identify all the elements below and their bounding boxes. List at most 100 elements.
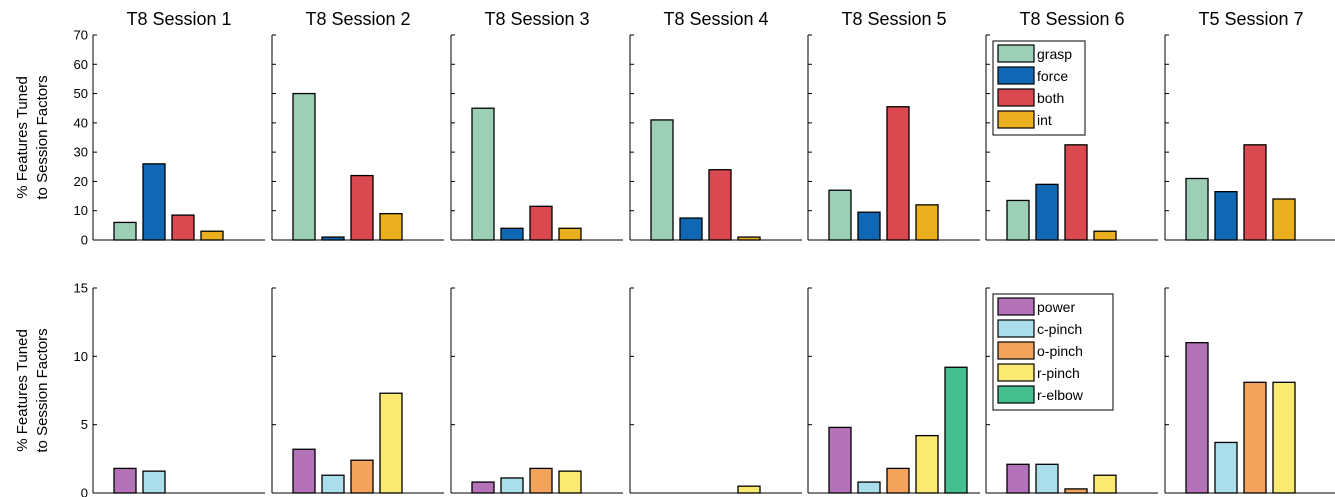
bar-grasp bbox=[113, 221, 137, 241]
legend-swatch-power bbox=[997, 297, 1035, 316]
bar-power bbox=[113, 467, 137, 494]
y-tick-label: 0 bbox=[81, 233, 88, 248]
bar-c-pinch bbox=[1214, 441, 1238, 494]
panel-row2-1: 0 5 10 15 bbox=[74, 281, 265, 497]
bar-grasp bbox=[1185, 177, 1209, 241]
y-axis-label-row1-line2: to Session Factors bbox=[34, 75, 51, 199]
bar-c-pinch bbox=[857, 481, 881, 494]
bar-both bbox=[171, 214, 195, 241]
bar-grasp bbox=[292, 92, 316, 241]
bar-o-pinch bbox=[1064, 488, 1088, 494]
bar-power bbox=[1006, 463, 1030, 494]
bar-int bbox=[379, 212, 403, 241]
bar-force bbox=[142, 163, 166, 241]
legend-swatch-r-pinch bbox=[997, 363, 1035, 382]
y-tick-label: 10 bbox=[74, 203, 88, 218]
panel-title-4: T8 Session 4 bbox=[663, 9, 768, 29]
y-tick-label: 40 bbox=[74, 115, 88, 130]
bar-o-pinch bbox=[886, 467, 910, 494]
bar-power bbox=[471, 481, 495, 494]
panel-row1-2 bbox=[271, 34, 444, 241]
bar-int bbox=[200, 230, 224, 241]
panel-title-6: T8 Session 6 bbox=[1019, 9, 1124, 29]
bar-both bbox=[529, 205, 553, 241]
bar-force bbox=[321, 236, 345, 241]
bar-int bbox=[1272, 198, 1296, 241]
legend-label-r-pinch: r-pinch bbox=[1037, 365, 1080, 381]
panel-row1-4 bbox=[629, 34, 802, 241]
legend-row2: power c-pinch o-pinch r-pinch r-elbow bbox=[992, 293, 1114, 411]
bar-c-pinch bbox=[1035, 463, 1059, 494]
bar-o-pinch bbox=[1243, 381, 1267, 494]
bar-both bbox=[708, 169, 732, 241]
panel-title-2: T8 Session 2 bbox=[305, 9, 410, 29]
legend-swatch-force bbox=[997, 66, 1035, 85]
legend-label-force: force bbox=[1037, 68, 1068, 84]
bar-force bbox=[679, 217, 703, 241]
bar-both bbox=[1243, 144, 1267, 241]
bar-c-pinch bbox=[321, 474, 345, 494]
bar-grasp bbox=[1006, 199, 1030, 241]
legend-label-both: both bbox=[1037, 90, 1064, 106]
legend-label-o-pinch: o-pinch bbox=[1037, 343, 1083, 359]
y-tick-label: 10 bbox=[74, 349, 88, 364]
legend-swatch-c-pinch bbox=[997, 319, 1035, 338]
panel-row2-6 bbox=[985, 287, 1158, 494]
bar-both bbox=[886, 106, 910, 241]
legend-label-power: power bbox=[1037, 299, 1075, 315]
y-axis-label-row2-line1: % Features Tuned bbox=[14, 329, 31, 452]
panel-title-1: T8 Session 1 bbox=[126, 9, 231, 29]
y-tick-label: 5 bbox=[81, 417, 88, 432]
legend-swatch-o-pinch bbox=[997, 341, 1035, 360]
legend-swatch-grasp bbox=[997, 44, 1035, 63]
panel-title-7: T5 Session 7 bbox=[1198, 9, 1303, 29]
bar-c-pinch bbox=[142, 470, 166, 494]
panel-row2-2 bbox=[271, 287, 444, 494]
bar-r-pinch bbox=[558, 470, 582, 494]
y-tick-label: 70 bbox=[74, 28, 88, 43]
panel-title-5: T8 Session 5 bbox=[841, 9, 946, 29]
y-tick-label: 15 bbox=[74, 281, 88, 296]
legend-swatch-r-elbow bbox=[997, 385, 1035, 404]
bar-int bbox=[915, 204, 939, 241]
panel-row1-3 bbox=[450, 34, 623, 241]
panel-row1-6 bbox=[985, 34, 1158, 241]
bar-power bbox=[828, 426, 852, 494]
bar-force bbox=[1214, 191, 1238, 241]
y-tick-label: 60 bbox=[74, 57, 88, 72]
bar-power bbox=[1185, 342, 1209, 494]
y-axis-label-row1-line1: % Features Tuned bbox=[14, 76, 31, 199]
bar-r-pinch bbox=[1272, 381, 1296, 494]
bar-int bbox=[558, 227, 582, 241]
legend-swatch-both bbox=[997, 88, 1035, 107]
y-tick-label: 0 bbox=[81, 486, 88, 497]
bar-o-pinch bbox=[529, 467, 553, 494]
bar-r-pinch bbox=[915, 434, 939, 494]
bar-r-pinch bbox=[379, 392, 403, 494]
legend-row1: grasp force both int bbox=[992, 40, 1086, 136]
bar-grasp bbox=[650, 119, 674, 241]
panel-row1-1: 0 10 20 30 40 50 60 70 bbox=[74, 28, 265, 248]
y-tick-label: 30 bbox=[74, 145, 88, 160]
legend-label-int: int bbox=[1037, 112, 1052, 128]
panel-row2-7 bbox=[1164, 287, 1335, 494]
bar-both bbox=[350, 174, 374, 241]
panel-row2-3 bbox=[450, 287, 623, 494]
panel-row2-5 bbox=[807, 287, 980, 494]
panel-row1-7 bbox=[1164, 34, 1335, 241]
bar-int bbox=[737, 236, 761, 241]
bar-grasp bbox=[471, 107, 495, 241]
panel-title-3: T8 Session 3 bbox=[484, 9, 589, 29]
bar-force bbox=[857, 211, 881, 241]
bar-c-pinch bbox=[500, 477, 524, 494]
bar-o-pinch bbox=[350, 459, 374, 494]
legend-label-c-pinch: c-pinch bbox=[1037, 321, 1082, 337]
panel-row2-4 bbox=[629, 287, 802, 494]
bar-grasp bbox=[828, 189, 852, 241]
legend-swatch-int bbox=[997, 110, 1035, 129]
bar-both bbox=[1064, 144, 1088, 241]
bar-r-elbow bbox=[944, 366, 968, 494]
panel-row1-5 bbox=[807, 34, 980, 241]
bar-r-pinch bbox=[1093, 474, 1117, 494]
